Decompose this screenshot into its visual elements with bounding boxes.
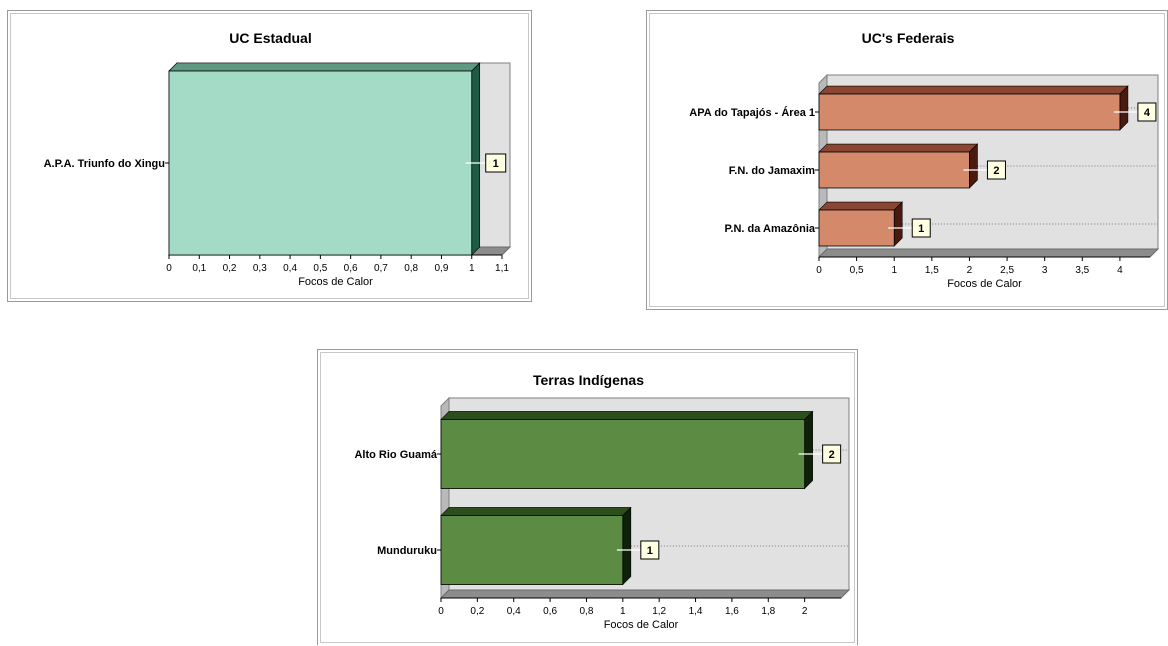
x-tick-label: 0,3: [253, 263, 267, 274]
data-label: 2: [829, 449, 835, 461]
chart-terras-indigenas: Terras Indígenas 0 0,2 0,4 0,6 0,8 1 1,2 1,4 1,6 1…: [354, 372, 851, 631]
x-tick-label: 1,8: [761, 606, 775, 617]
plot-floor: [817, 248, 1160, 258]
x-tick-label: 0: [438, 606, 444, 617]
x-tick-label: 0,5: [850, 265, 864, 276]
data-label: 1: [493, 158, 499, 170]
x-tick-label: 0,6: [344, 263, 358, 274]
x-tick-label: 2: [802, 606, 808, 617]
chart-ucs-federais: UC's Federais 0 0,5 1 1,5 2 2,5 3 3,5 4 Focos de C…: [689, 30, 1160, 290]
x-tick-label: 0,2: [223, 263, 237, 274]
x-tick-label: 0,8: [404, 263, 418, 274]
bar-top-face: [818, 201, 903, 211]
x-tick-label: 1: [891, 265, 897, 276]
x-tick-label: 0,1: [192, 263, 206, 274]
x-tick-label: 1: [620, 606, 626, 617]
bar: [168, 70, 473, 256]
x-axis-title: Focos de Calor: [604, 619, 679, 631]
bar: [818, 151, 970, 189]
data-label: 1: [647, 545, 653, 557]
y-category-label: Munduruku: [377, 545, 437, 557]
x-tick-label: 0,9: [435, 263, 449, 274]
x-tick-label: 0,6: [543, 606, 557, 617]
x-tick-label: 2,5: [1000, 265, 1014, 276]
bar-top-face: [168, 62, 481, 72]
bar: [818, 93, 1121, 131]
bar: [440, 515, 624, 585]
data-label-box: [640, 540, 660, 560]
x-tick-label: 0,4: [507, 606, 521, 617]
x-tick-label: 0,8: [580, 606, 594, 617]
x-tick-label: 0,7: [374, 263, 388, 274]
x-axis-title: Focos de Calor: [298, 276, 373, 288]
x-tick-label: 3,5: [1075, 265, 1089, 276]
y-category-label: APA do Tapajós - Área 1: [689, 106, 815, 119]
data-label-box: [911, 218, 931, 238]
data-label-box: [822, 444, 842, 464]
bar-top-face: [818, 143, 979, 153]
plot-floor: [439, 589, 851, 599]
x-tick-label: 2: [967, 265, 973, 276]
chart-title: UC Estadual: [229, 30, 311, 46]
x-tick-label: 0,4: [283, 263, 297, 274]
x-tick-label: 1,6: [725, 606, 739, 617]
data-label: 4: [1144, 107, 1151, 119]
x-tick-label: 1: [469, 263, 475, 274]
chart-uc-estadual: UC Estadual 0 0,1 0,2 0,3 0,4 0,5 0,6 0,7 0,8 0,9 1…: [44, 30, 512, 288]
y-category-label: P.N. da Amazônia: [725, 223, 816, 235]
chart-panel-uc-estadual: UC Estadual 0 0,1 0,2 0,3 0,4 0,5 0,6 0,7 0,8 0,9 1…: [7, 10, 532, 302]
x-tick-label: 4: [1117, 265, 1123, 276]
chart-panel-ucs-federais: UC's Federais 0 0,5 1 1,5 2 2,5 3 3,5 4 Focos de C…: [646, 10, 1168, 310]
bar-top-face: [440, 411, 814, 420]
chart-title: Terras Indígenas: [533, 372, 644, 388]
data-label-box: [986, 160, 1006, 180]
x-tick-label: 0,5: [313, 263, 327, 274]
y-category-label: F.N. do Jamaxim: [729, 165, 815, 177]
x-tick-label: 0: [816, 265, 822, 276]
bar: [818, 209, 895, 247]
x-tick-label: 1,4: [689, 606, 703, 617]
x-tick-label: 1,5: [925, 265, 939, 276]
bar: [440, 419, 806, 489]
data-label: 1: [918, 223, 924, 235]
bar-top-face: [440, 507, 632, 516]
x-tick-label: 0,2: [470, 606, 484, 617]
bar-side-face: [471, 62, 481, 256]
bar-side-face: [893, 201, 903, 247]
chart-panel-terras-indigenas: Terras Indígenas 0 0,2 0,4 0,6 0,8 1 1,2 1,4 1,6 1…: [317, 349, 858, 645]
x-tick-label: 1,1: [495, 263, 509, 274]
bar-side-face: [804, 410, 813, 490]
bar-side-face: [969, 143, 978, 189]
data-label: 2: [993, 165, 999, 177]
bar-side-face: [622, 506, 632, 586]
bar-side-face: [1119, 85, 1129, 131]
x-tick-label: 1,2: [652, 606, 666, 617]
x-tick-label: 0: [166, 263, 172, 274]
y-category-label: A.P.A. Triunfo do Xingu: [44, 158, 165, 170]
y-category-label: Alto Rio Guamá: [354, 449, 437, 461]
x-tick-label: 3: [1042, 265, 1048, 276]
data-label-box: [1137, 102, 1157, 122]
bar-top-face: [818, 85, 1129, 95]
data-label-box: [485, 153, 507, 173]
x-axis-title: Focos de Calor: [947, 278, 1022, 290]
chart-title: UC's Federais: [862, 30, 955, 46]
